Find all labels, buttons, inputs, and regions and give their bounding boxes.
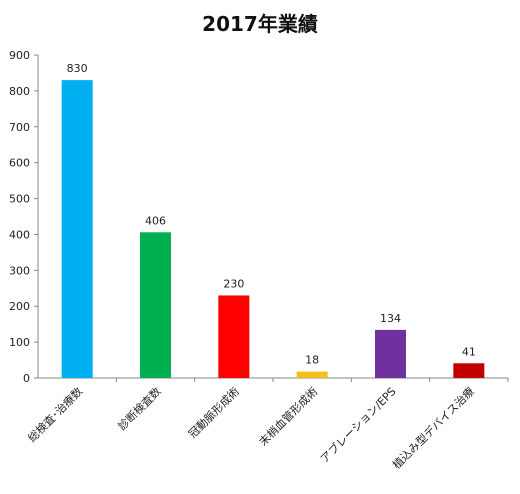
y-tick-label: 400: [9, 228, 30, 241]
y-tick-label: 900: [9, 49, 30, 62]
data-label: 406: [145, 214, 166, 227]
data-label: 41: [462, 345, 476, 358]
bar: [296, 371, 328, 378]
y-tick-label: 200: [9, 300, 30, 313]
category-label: 総検査･治療数: [25, 384, 85, 444]
y-tick-label: 700: [9, 121, 30, 134]
category-label: アブレーション/EPS: [317, 384, 398, 465]
y-tick-label: 100: [9, 336, 30, 349]
bar: [375, 329, 406, 378]
bar: [140, 232, 171, 378]
y-tick-label: 0: [23, 372, 30, 385]
bar: [61, 80, 93, 378]
y-tick-label: 800: [9, 85, 30, 98]
category-label: 植込み型デバイス治療: [390, 384, 477, 471]
chart-title: 2017年業績: [202, 12, 318, 36]
y-tick-label: 300: [9, 264, 30, 277]
data-label: 230: [223, 277, 244, 290]
y-tick-label: 500: [9, 193, 30, 206]
bar: [453, 363, 485, 378]
category-label: 末梢血管形成術: [256, 384, 320, 448]
category-label: 診断検査数: [115, 384, 164, 433]
bar: [218, 295, 250, 378]
category-label: 冠動脈形成術: [185, 384, 242, 441]
y-tick-label: 600: [9, 157, 30, 170]
data-label: 830: [67, 62, 88, 75]
data-label: 18: [305, 354, 319, 367]
data-label: 134: [380, 312, 401, 325]
